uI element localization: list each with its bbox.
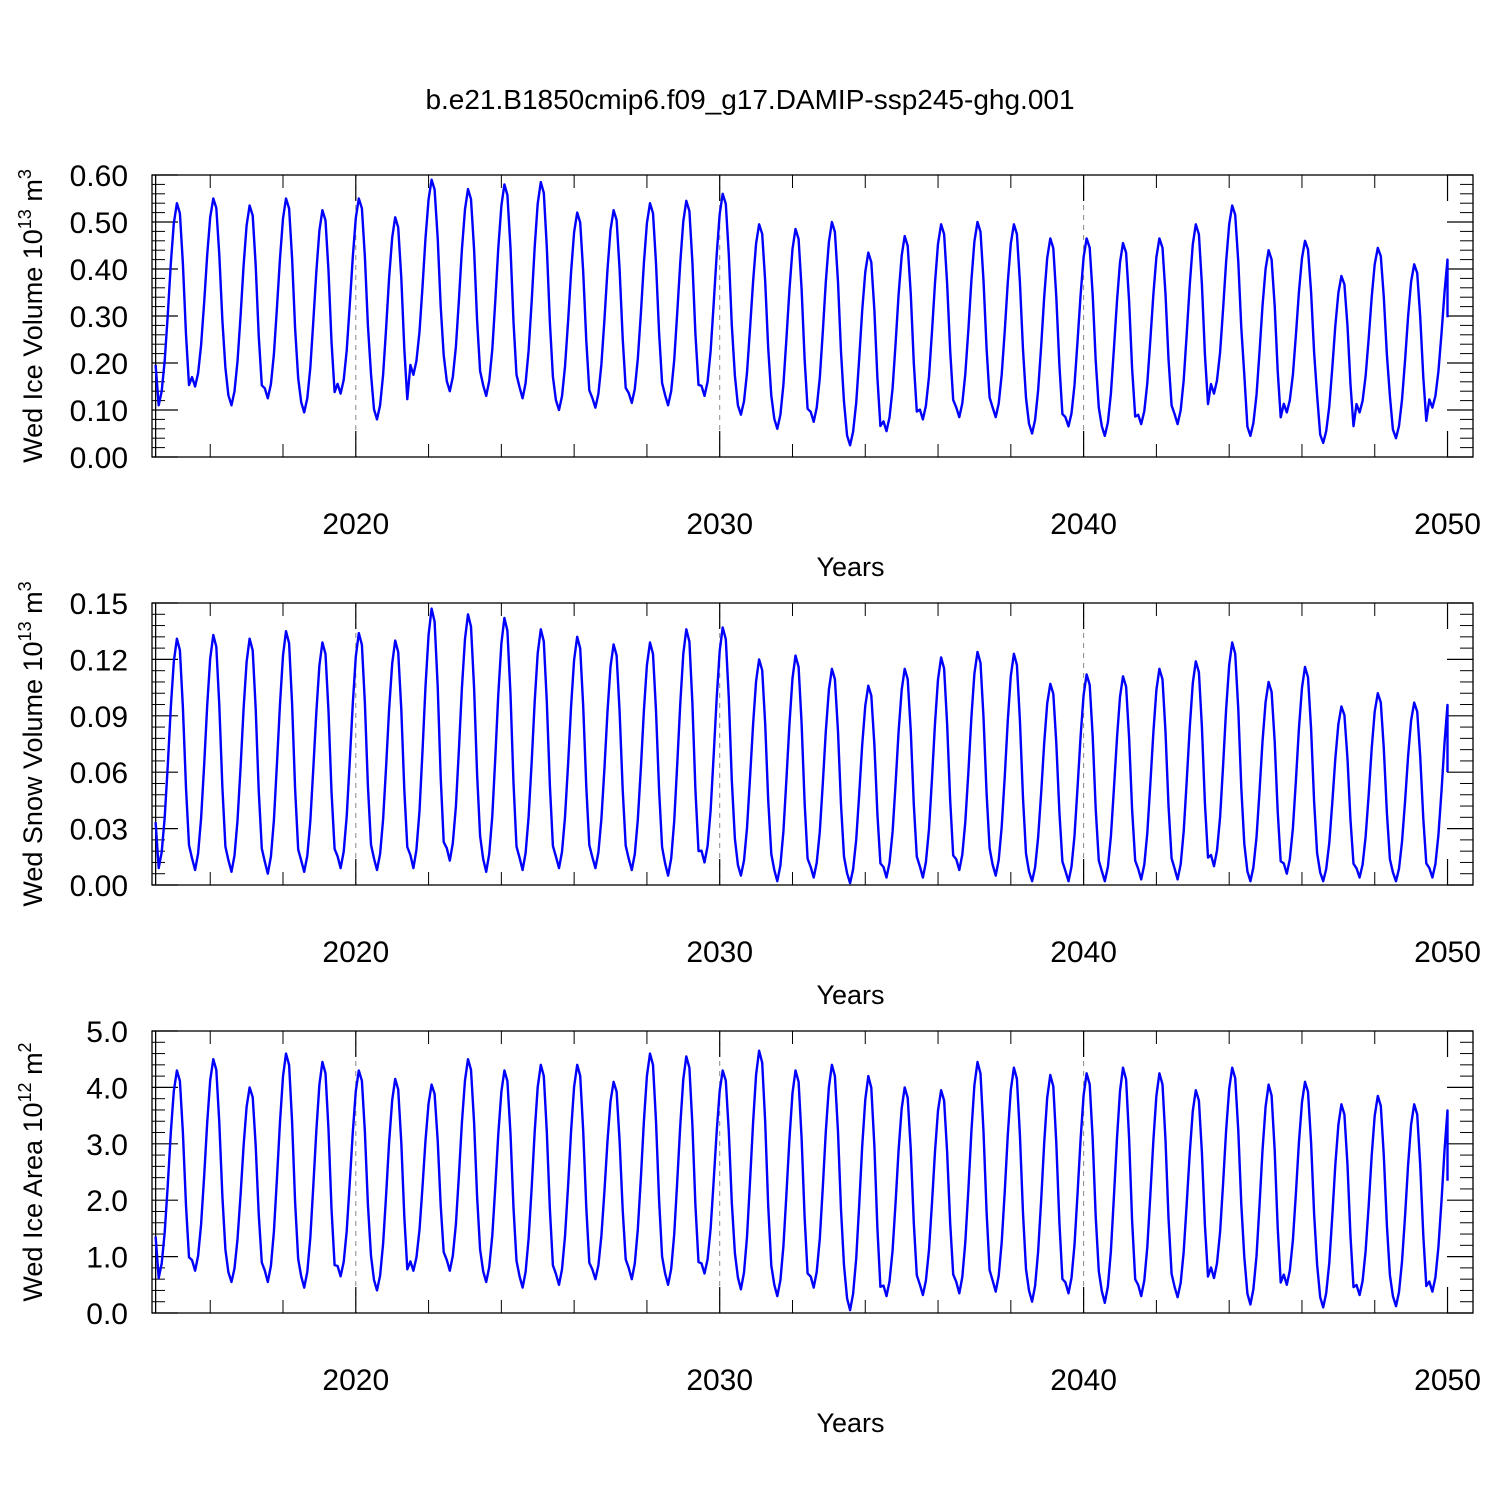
y-axis-title-unit-exponent: 3 [15, 581, 35, 591]
y-tick-label: 0.20 [70, 348, 128, 381]
y-tick-label: 4.0 [86, 1072, 128, 1105]
y-tick-label: 2.0 [86, 1185, 128, 1218]
y-tick-label: 1.0 [86, 1242, 128, 1275]
y-axis-title-unit-exponent: 2 [15, 1042, 35, 1052]
series-line [154, 178, 1449, 447]
x-tick-label: 2050 [1414, 1364, 1481, 1397]
y-axis-title-exponent: 13 [15, 209, 35, 229]
y-tick-label: 0.06 [70, 757, 128, 790]
x-tick-label: 2050 [1414, 508, 1481, 541]
x-axis-title: Years [816, 1408, 884, 1438]
y-tick-label: 0.0 [86, 1298, 128, 1331]
y-axis-title-unit: m [18, 591, 48, 621]
x-tick-label: 2020 [322, 936, 389, 969]
y-axis-title-unit: m [18, 1052, 48, 1082]
y-axis-title-main: Wed Snow Volume 10 [18, 641, 48, 906]
plot-frame [151, 602, 1474, 886]
y-tick-label: 0.40 [70, 254, 128, 287]
panel-3: 0.0 1.0 2.0 3.0 4.0 5.0 2020 2030 2040 2050 Years W… [15, 1016, 1481, 1438]
y-tick-label: 0.15 [70, 588, 128, 621]
y-tick-label: 0.00 [70, 442, 128, 475]
plot-frame [151, 1030, 1474, 1314]
x-axis-title: Years [816, 552, 884, 582]
x-tick-label: 2040 [1050, 508, 1117, 541]
y-tick-label: 0.60 [70, 160, 128, 193]
x-tick-label: 2030 [686, 936, 753, 969]
x-tick-label: 2020 [322, 508, 389, 541]
y-tick-label: 0.09 [70, 701, 128, 734]
figure-title: b.e21.B1850cmip6.f09_g17.DAMIP-ssp245-gh… [425, 84, 1075, 115]
x-tick-label: 2020 [322, 1364, 389, 1397]
y-tick-label: 0.10 [70, 395, 128, 428]
y-axis-title-main: Wed Ice Volume 10 [18, 229, 48, 463]
y-axis-title-unit-exponent: 3 [15, 169, 35, 179]
y-axis-title-main: Wed Ice Area 10 [18, 1102, 48, 1301]
panel-1: 0.00 0.10 0.20 0.30 0.40 0.50 0.60 2020 2030 2040… [15, 160, 1481, 582]
y-tick-label: 0.03 [70, 814, 128, 847]
y-axis-title-exponent: 12 [15, 1082, 35, 1102]
y-axis-title-exponent: 13 [15, 621, 35, 641]
x-tick-label: 2050 [1414, 936, 1481, 969]
y-tick-label: 0.12 [70, 644, 128, 677]
x-tick-label: 2030 [686, 508, 753, 541]
y-tick-label: 3.0 [86, 1129, 128, 1162]
y-axis-title: Wed Ice Volume 1013 m3 [15, 169, 48, 463]
x-tick-label: 2040 [1050, 936, 1117, 969]
series-line [154, 607, 1449, 885]
y-tick-label: 0.50 [70, 207, 128, 240]
x-tick-label: 2040 [1050, 1364, 1117, 1397]
x-tick-label: 2030 [686, 1364, 753, 1397]
y-tick-label: 0.00 [70, 870, 128, 903]
series-line [154, 1049, 1449, 1312]
y-axis-title-unit: m [18, 179, 48, 209]
y-axis-title: Wed Ice Area 1012 m2 [15, 1042, 48, 1301]
x-axis-title: Years [816, 980, 884, 1010]
y-tick-label: 5.0 [86, 1016, 128, 1049]
y-tick-label: 0.30 [70, 301, 128, 334]
panel-2: 0.00 0.03 0.06 0.09 0.12 0.15 2020 2030 2040 2050… [15, 581, 1481, 1010]
y-axis-title: Wed Snow Volume 1013 m3 [15, 581, 48, 906]
